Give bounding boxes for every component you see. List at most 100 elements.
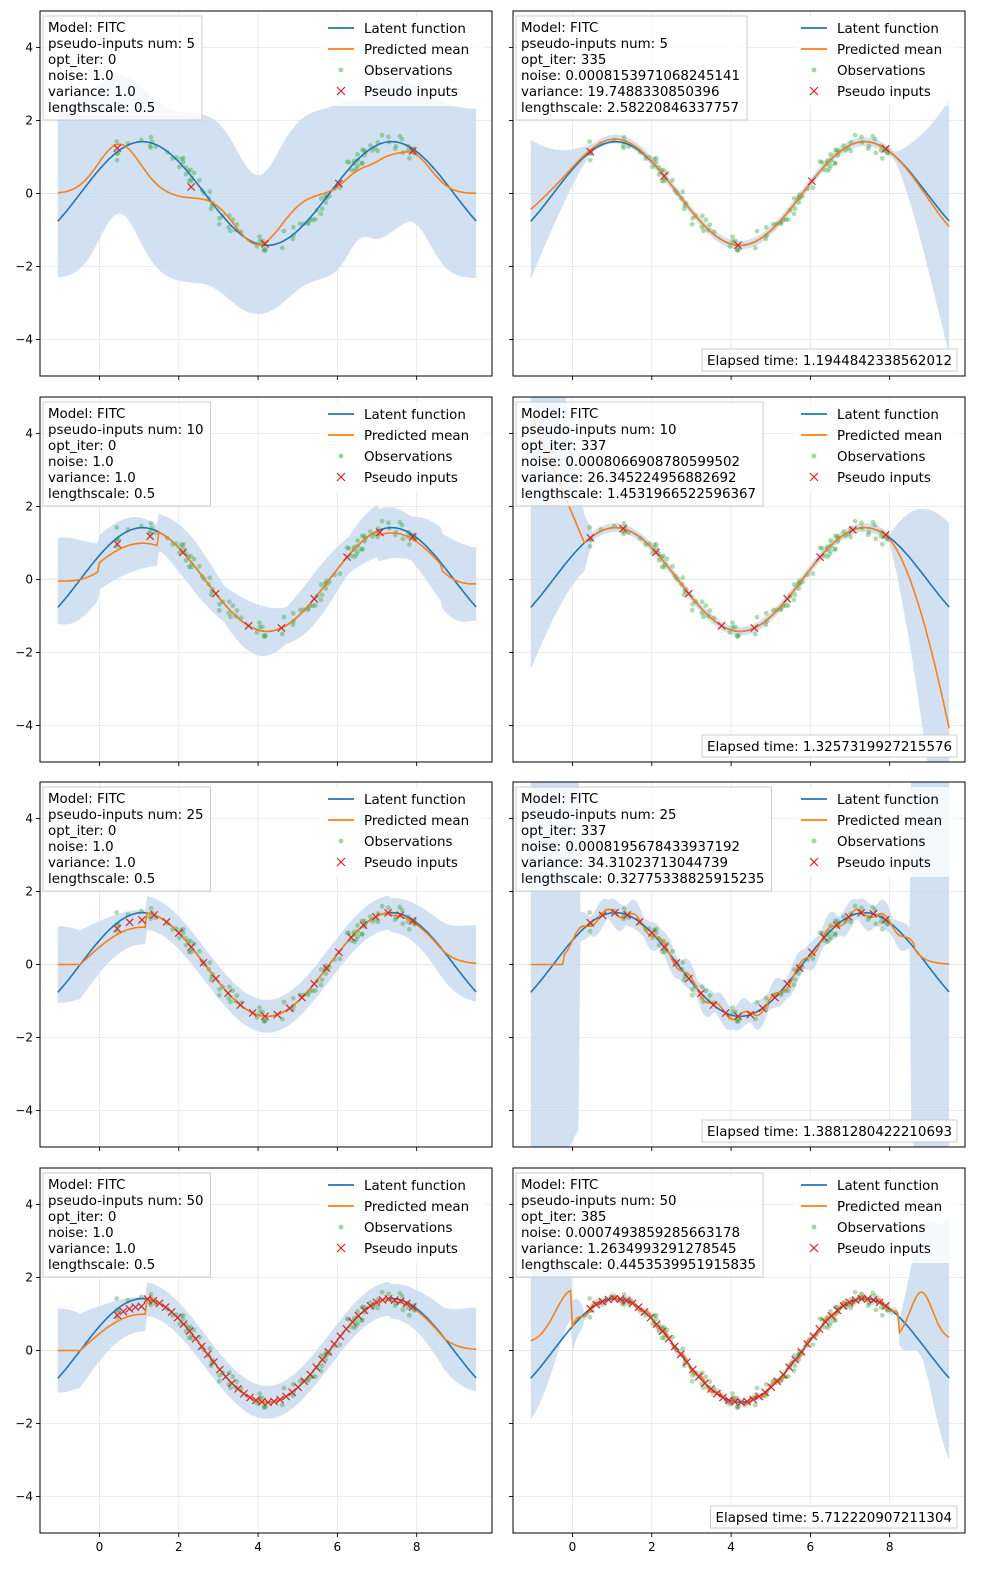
observation-point — [587, 157, 593, 163]
legend-label-obs: Observations — [837, 835, 926, 850]
observation-point — [681, 206, 687, 212]
legend-label-obs: Observations — [837, 64, 926, 79]
legend: Latent function Predicted mean Observation… — [793, 16, 959, 106]
elapsed-frame — [701, 348, 958, 372]
observation-point — [587, 1296, 593, 1301]
observation-point — [754, 614, 760, 620]
legend-swatch-pseudo — [336, 1243, 346, 1253]
observation-point — [752, 245, 758, 251]
observation-point — [226, 995, 232, 1001]
observation-point — [188, 564, 194, 570]
observation-point — [870, 519, 876, 525]
pseudo-input-marker — [125, 918, 134, 927]
legend-label-mean: Predicted mean — [837, 429, 942, 444]
observation-point — [770, 607, 776, 613]
observation-point — [680, 960, 686, 966]
observation-point — [690, 601, 695, 607]
pseudo-input-marker — [761, 1388, 770, 1397]
observation-point — [734, 634, 740, 640]
pseudo-input-marker — [721, 1008, 730, 1017]
pseudo-input-marker — [310, 979, 319, 988]
legend-frame — [320, 1173, 486, 1263]
legend-swatch-obs — [811, 453, 817, 459]
pseudo-input-marker — [791, 1355, 800, 1364]
legend-swatch-obs — [338, 838, 344, 844]
pseudo-input-marker — [833, 1306, 842, 1315]
info-line: pseudo-inputs num: 5 — [521, 37, 668, 52]
pseudo-input-marker — [733, 1012, 743, 1021]
pseudo-input-marker — [586, 1304, 595, 1313]
pseudo-input-marker — [236, 1000, 245, 1010]
pseudo-input-marker — [334, 179, 343, 188]
observation-point — [261, 248, 267, 254]
legend-label-latent: Latent function — [364, 793, 466, 808]
x-tick-label: 0 — [96, 1540, 104, 1554]
pseudo-input-marker — [288, 1388, 297, 1397]
observation-point — [754, 228, 760, 234]
legend-label-obs: Observations — [837, 450, 926, 465]
observation-point — [355, 538, 360, 543]
observation-point — [848, 534, 854, 540]
observation-point — [305, 992, 311, 998]
observation-point — [621, 531, 627, 537]
observation-point — [230, 1374, 236, 1380]
observation-point — [785, 217, 791, 222]
observation-point — [730, 624, 736, 630]
observation-point — [819, 545, 825, 551]
info-line: opt_iter: 337 — [521, 824, 606, 839]
y-tick-label: −4 — [15, 1104, 33, 1118]
pseudo-input-marker — [113, 144, 122, 153]
observation-point — [261, 632, 267, 638]
pseudo-input-marker — [682, 1358, 691, 1367]
observation-point — [727, 629, 733, 635]
observation-point — [217, 986, 222, 992]
observation-point — [707, 1379, 713, 1385]
observation-point — [783, 603, 789, 609]
info-line: noise: 0.0008195678433937192 — [521, 840, 740, 855]
observation-point — [188, 167, 193, 173]
info-line: variance: 26.345224956882692 — [521, 471, 737, 486]
observation-point — [183, 557, 189, 563]
pseudo-input-marker — [820, 933, 829, 942]
observation-point — [257, 620, 262, 626]
observation-point — [355, 549, 361, 555]
legend: Latent function Predicted mean Observation… — [320, 402, 486, 492]
observation-point — [653, 1316, 659, 1322]
observation-point — [670, 948, 675, 954]
observation-point — [355, 1320, 361, 1326]
pseudo-input-marker — [672, 958, 681, 967]
observation-point — [736, 633, 741, 639]
pseudo-input-marker — [785, 1363, 794, 1372]
observation-point — [281, 1385, 287, 1391]
observation-point — [281, 614, 287, 620]
info-line: noise: 1.0 — [48, 69, 114, 84]
legend-label-pseudo: Pseudo inputs — [837, 1242, 931, 1257]
observation-point — [318, 582, 324, 587]
legend-label-pseudo: Pseudo inputs — [364, 85, 458, 100]
observation-point — [730, 238, 736, 244]
x-tick-label: 0 — [569, 1540, 577, 1554]
legend-frame — [793, 1173, 959, 1263]
observation-point — [261, 634, 267, 640]
pseudo-input-marker — [318, 1355, 327, 1364]
info-line: opt_iter: 385 — [521, 1210, 606, 1225]
pseudo-input-marker — [706, 1384, 715, 1393]
observation-point — [375, 148, 381, 154]
observation-point — [393, 143, 399, 149]
observation-point — [650, 164, 655, 170]
observation-point — [587, 139, 593, 144]
observation-point — [310, 603, 316, 609]
pseudo-input-marker — [211, 974, 220, 983]
observation-point — [752, 631, 758, 637]
observation-point — [186, 178, 192, 184]
observation-point — [188, 1335, 194, 1341]
observation-point — [406, 155, 412, 161]
observation-point — [872, 136, 878, 142]
observation-point — [386, 905, 391, 911]
observation-point — [114, 910, 120, 915]
observation-point — [733, 624, 738, 630]
observation-point — [148, 134, 154, 140]
